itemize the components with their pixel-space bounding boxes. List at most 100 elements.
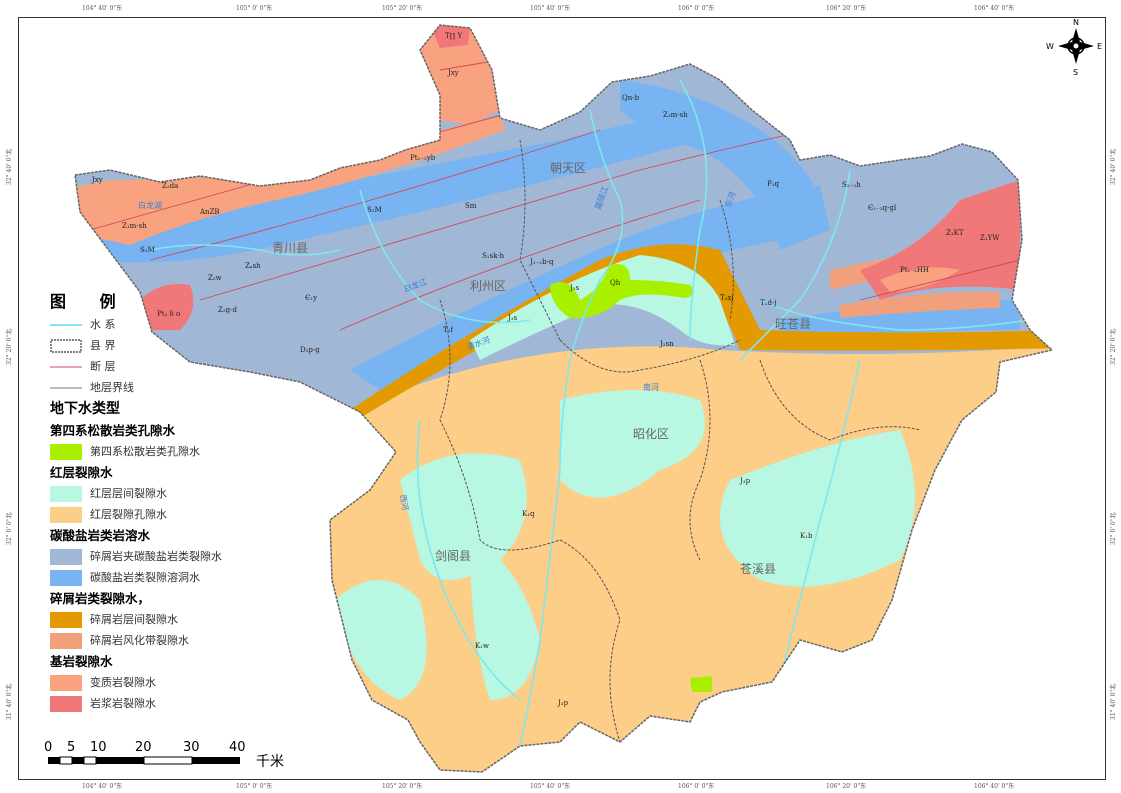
river-label: 白龙湖 [138,200,162,210]
county-label: 剑阁县 [435,548,471,563]
fault-line-icon [50,366,82,367]
scale-bar-graphic [48,756,240,765]
legend-label: 地层界线 [90,380,134,394]
legend-group-title: 碎屑岩类裂隙水， [50,591,151,606]
legend-item: 碎屑岩层间裂隙水 [50,609,280,630]
legend-label: 碎屑岩夹碳酸盐岩类裂隙水 [90,549,222,563]
county-label: 朝天区 [550,161,586,175]
legend-group-title: 第四系松散岩类孔隙水 [50,423,176,438]
county-label: 利州区 [470,279,506,293]
legend-item: 红层裂隙孔隙水 [50,504,280,525]
legend-swatch [50,443,82,460]
unit-label: Z₂w [208,274,222,282]
compass-n: N [1073,18,1079,27]
legend-swatch [50,674,82,691]
red-bed-interlayer-patch [720,430,915,587]
magmatic-zone [430,25,470,48]
legend-label: 第四系松散岩类孔隙水 [90,444,200,458]
legend-label: 县 界 [90,338,116,352]
unit-label: Jxy [91,176,103,184]
county-label: 昭化区 [633,427,669,441]
unit-label: P₁q [767,180,780,188]
scale-tick: 5 [67,740,76,755]
unit-label: T₁f [443,326,454,334]
legend-label: 碎屑岩风化带裂隙水 [90,633,189,647]
unit-label: Z₁m-sh [663,111,688,119]
unit-label: Є₁₋₂q-gl [868,204,897,212]
unit-label: Sm [465,202,477,210]
county-boundary-icon [50,338,82,353]
unit-label: Pt₃ δ o [157,310,180,318]
carbonate-karst-band [620,80,830,250]
unit-label: T₁d-j [760,299,777,307]
legend: 图 例 水 系 县 界 断 层 地层界线 地下水类型 第四系松散岩类孔隙水 第四系… [50,290,280,714]
legend-item: 红层层间裂隙水 [50,483,280,504]
legend-county: 县 界 [50,335,280,356]
unit-label: S₁M [367,206,382,214]
carbonate-karst-band [780,300,1020,340]
unit-label: T₃xj [720,294,734,302]
legend-label: 红层层间裂隙水 [90,486,167,500]
scale-tick: 0 [44,740,53,755]
legend-groups: 第四系松散岩类孔隙水 第四系松散岩类孔隙水 红层裂隙水 红层层间裂隙水 红层裂隙孔隙水碳… [50,420,280,714]
unit-label: AnZB [199,208,220,216]
lon-label: 105° 20' 0"东 [382,783,423,790]
legend-group-title: 碳酸盐岩类岩溶水 [50,528,151,543]
map-frame [18,17,1106,780]
scale-unit: 千米 [256,754,284,770]
unit-label: Z₁KT [946,229,964,237]
legend-fault: 断 层 [50,356,280,377]
metamorphic-zone [880,267,960,292]
unit-label: Pt₁₋₂yb [410,154,436,162]
legend-label: 断 层 [90,359,116,373]
north-arrow-icon: N S E W [1046,18,1102,77]
legend-swatch [50,506,82,523]
scale-tick: 20 [135,740,152,755]
unit-label: Jxy [447,69,459,77]
rivers [149,79,1031,747]
county-label: 青川县 [272,241,308,255]
magmatic-zone [140,284,194,330]
unit-label: S₂M [140,246,155,254]
legend-swatch [50,611,82,628]
quaternary-zone [690,676,712,692]
lon-label: 106° 40' 0"东 [974,783,1015,790]
unit-label: Zₐsh [245,262,261,270]
unit-label: K₁w [475,642,489,650]
legend-label: 碳酸盐岩类裂隙溶洞水 [90,570,200,584]
unit-label: D₂p-g [300,346,320,354]
unit-label: K₁q [522,510,535,518]
legend-group-title: 红层裂隙水 [50,465,113,480]
lon-label: 105° 40' 0"东 [530,783,571,790]
unit-label: Pt₁₋₂HH [900,266,929,274]
lon-label: 105° 40' 0"东 [530,5,571,12]
unit-label: K₁b [800,532,813,540]
lon-label: 106° 20' 0"东 [826,5,867,12]
unit-label: Qn-b [622,94,640,102]
unit-label: Є₁y [305,294,317,302]
legend-item: 碎屑岩夹碳酸盐岩类裂隙水 [50,546,280,567]
legend-item: 第四系松散岩类孔隙水 [50,441,280,462]
unit-label: S₁sk-h [482,252,505,260]
legend-label: 变质岩裂隙水 [90,675,156,689]
lon-label: 106° 20' 0"东 [826,783,867,790]
unit-label: J₁₋₂b-q [529,258,554,266]
legend-item: 碳酸盐岩类裂隙溶洞水 [50,567,280,588]
quaternary-zone [550,264,694,319]
county-boundaries [439,139,921,743]
lon-label: 104° 40' 0"东 [82,5,123,12]
legend-item: 变质岩裂隙水 [50,672,280,693]
weathered-clastic-band [840,291,1000,318]
river-label: 南河 [643,382,659,392]
legend-swatch [50,485,82,502]
legend-label: 岩浆岩裂隙水 [90,696,156,710]
legend-item: 碎屑岩风化带裂隙水 [50,630,280,651]
red-bed-interlayer-patch [470,540,540,700]
red-bed-interlayer-band [470,255,735,360]
lon-label: 105° 20' 0"东 [382,5,423,12]
strata-line-icon [50,387,82,388]
city-outline [74,24,1054,773]
unit-label: S₂₋₃h [842,181,861,189]
